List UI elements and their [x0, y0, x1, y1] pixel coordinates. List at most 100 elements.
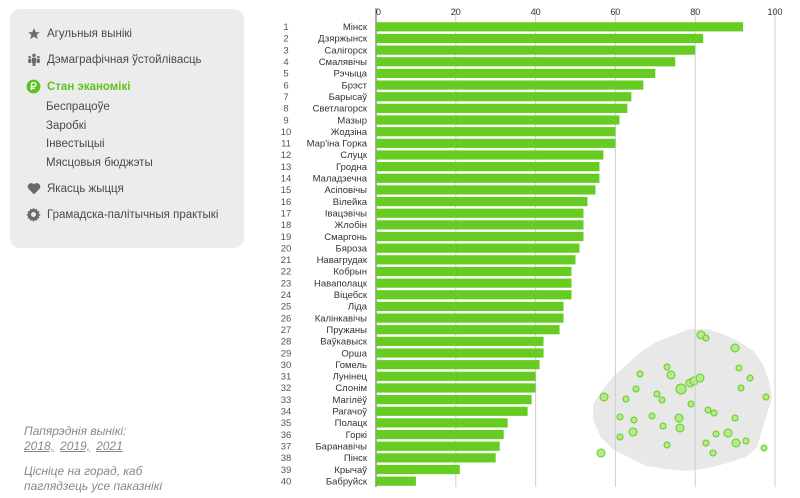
map-city-dot	[702, 439, 710, 447]
category-label: Орша	[341, 348, 367, 359]
category-label: Крычаў	[334, 465, 367, 476]
map-city-dot	[596, 448, 606, 458]
bar	[376, 290, 572, 300]
bar	[376, 255, 576, 265]
category-label: Мар'іна Горка	[307, 139, 368, 150]
nav-item-civic-practices[interactable]: Грамадска-палітычныя практыкі	[26, 207, 218, 222]
bar	[376, 313, 564, 323]
year-link-2021[interactable]: 2021	[96, 439, 123, 453]
subnav-investments[interactable]: Інвестыцыі	[46, 138, 105, 150]
rank-label: 10	[281, 127, 292, 138]
map-city-dot	[730, 343, 740, 353]
map-city-dots	[596, 330, 770, 458]
category-label: Жодзіна	[331, 127, 368, 138]
year-link-2019[interactable]: 2019,	[60, 439, 91, 453]
bar	[376, 138, 616, 148]
subnav-unemployment[interactable]: Беспрацоўе	[46, 101, 110, 113]
star-icon	[26, 26, 41, 41]
category-label: Гродна	[336, 162, 368, 173]
previous-results-label: Папярэднія вынікі:	[24, 424, 127, 438]
bar	[376, 418, 508, 428]
map-city-dot	[695, 373, 705, 383]
x-tick-label: 80	[690, 7, 700, 17]
bar	[376, 429, 504, 440]
year-link-2018[interactable]: 2018,	[24, 439, 55, 453]
category-label: Пружаны	[326, 325, 367, 336]
bar	[376, 68, 656, 79]
rank-label: 39	[281, 465, 292, 476]
map-city-dot	[712, 430, 720, 438]
rank-label: 8	[283, 104, 288, 115]
bar	[376, 325, 560, 335]
bar	[376, 406, 528, 416]
nav-item-quality-of-life[interactable]: Якасць жыцця	[26, 181, 124, 196]
bar	[376, 231, 584, 242]
rank-label: 19	[281, 232, 292, 243]
bar	[376, 196, 588, 207]
map-city-dot	[710, 409, 718, 417]
map-city-dot	[628, 427, 638, 437]
map-city-dot	[616, 433, 624, 441]
map-city-dot	[632, 385, 640, 393]
bar	[376, 162, 600, 172]
bar	[376, 360, 540, 370]
nav-item-economy[interactable]: Стан эканомікі	[26, 79, 130, 94]
category-label: Ваўкавыск	[320, 337, 368, 348]
bar	[376, 395, 532, 405]
category-label: Смаргонь	[324, 232, 367, 243]
rank-label: 13	[281, 162, 292, 173]
map-city-dot	[636, 370, 644, 378]
rank-label: 16	[281, 197, 292, 208]
category-label: Івацэвічы	[325, 208, 367, 219]
rank-label: 40	[281, 476, 292, 487]
category-label: Калінкавічы	[315, 313, 367, 324]
category-label: Мазыр	[337, 115, 367, 126]
rank-label: 28	[281, 337, 292, 348]
category-label: Вілейка	[333, 197, 368, 208]
people-icon	[26, 52, 41, 67]
bar	[376, 173, 600, 183]
category-label: Полацк	[335, 418, 368, 429]
rank-label: 37	[281, 441, 292, 452]
rank-label: 2	[283, 34, 288, 45]
map-city-dot	[742, 437, 750, 445]
map-city-dot	[762, 393, 770, 401]
category-label: Смалявічы	[319, 57, 367, 68]
category-label: Мінск	[343, 22, 368, 33]
map-city-dot	[760, 444, 768, 452]
category-label: Гомель	[335, 360, 367, 371]
rank-label: 35	[281, 418, 292, 429]
subnav-salaries[interactable]: Заробкі	[46, 120, 87, 132]
category-label: Віцебск	[334, 290, 368, 301]
category-label: Слуцк	[340, 150, 368, 161]
nav-item-demography[interactable]: Дэмаграфічная ўстойлівасць	[26, 52, 202, 67]
rank-label: 18	[281, 220, 292, 231]
bar	[376, 476, 416, 486]
subnav-local-budgets[interactable]: Мясцовыя бюджэты	[46, 157, 153, 169]
chart-labels: 1 Мінск 2 Дзяржынск 3 Салігорск 4 Смалявічы 5 Рэч…	[281, 22, 368, 487]
category-label: Пінск	[344, 453, 368, 464]
bar	[376, 45, 696, 55]
rank-label: 3	[283, 45, 288, 56]
rank-label: 30	[281, 360, 292, 371]
bar	[376, 371, 536, 381]
category-label: Лунінец	[333, 372, 368, 383]
rank-label: 25	[281, 302, 292, 313]
category-label: Салігорск	[324, 45, 367, 56]
belarus-map	[591, 327, 775, 474]
map-city-dot	[737, 384, 745, 392]
nav-item-label: Агульныя вынікі	[47, 27, 132, 40]
chart-x-ticks: 0 20 40 60 80 100	[376, 7, 783, 17]
nav-item-overall[interactable]: Агульныя вынікі	[26, 26, 132, 41]
rank-label: 31	[281, 372, 292, 383]
rank-label: 22	[281, 267, 292, 278]
category-label: Бяроза	[336, 243, 368, 254]
category-label: Навагрудак	[317, 255, 368, 266]
map-city-dot	[663, 363, 671, 371]
rank-label: 20	[281, 243, 292, 254]
nav-item-label: Стан эканомікі	[47, 80, 131, 93]
ruble-icon	[26, 79, 41, 94]
map-city-dot	[622, 395, 630, 403]
x-tick-label: 100	[767, 7, 782, 17]
